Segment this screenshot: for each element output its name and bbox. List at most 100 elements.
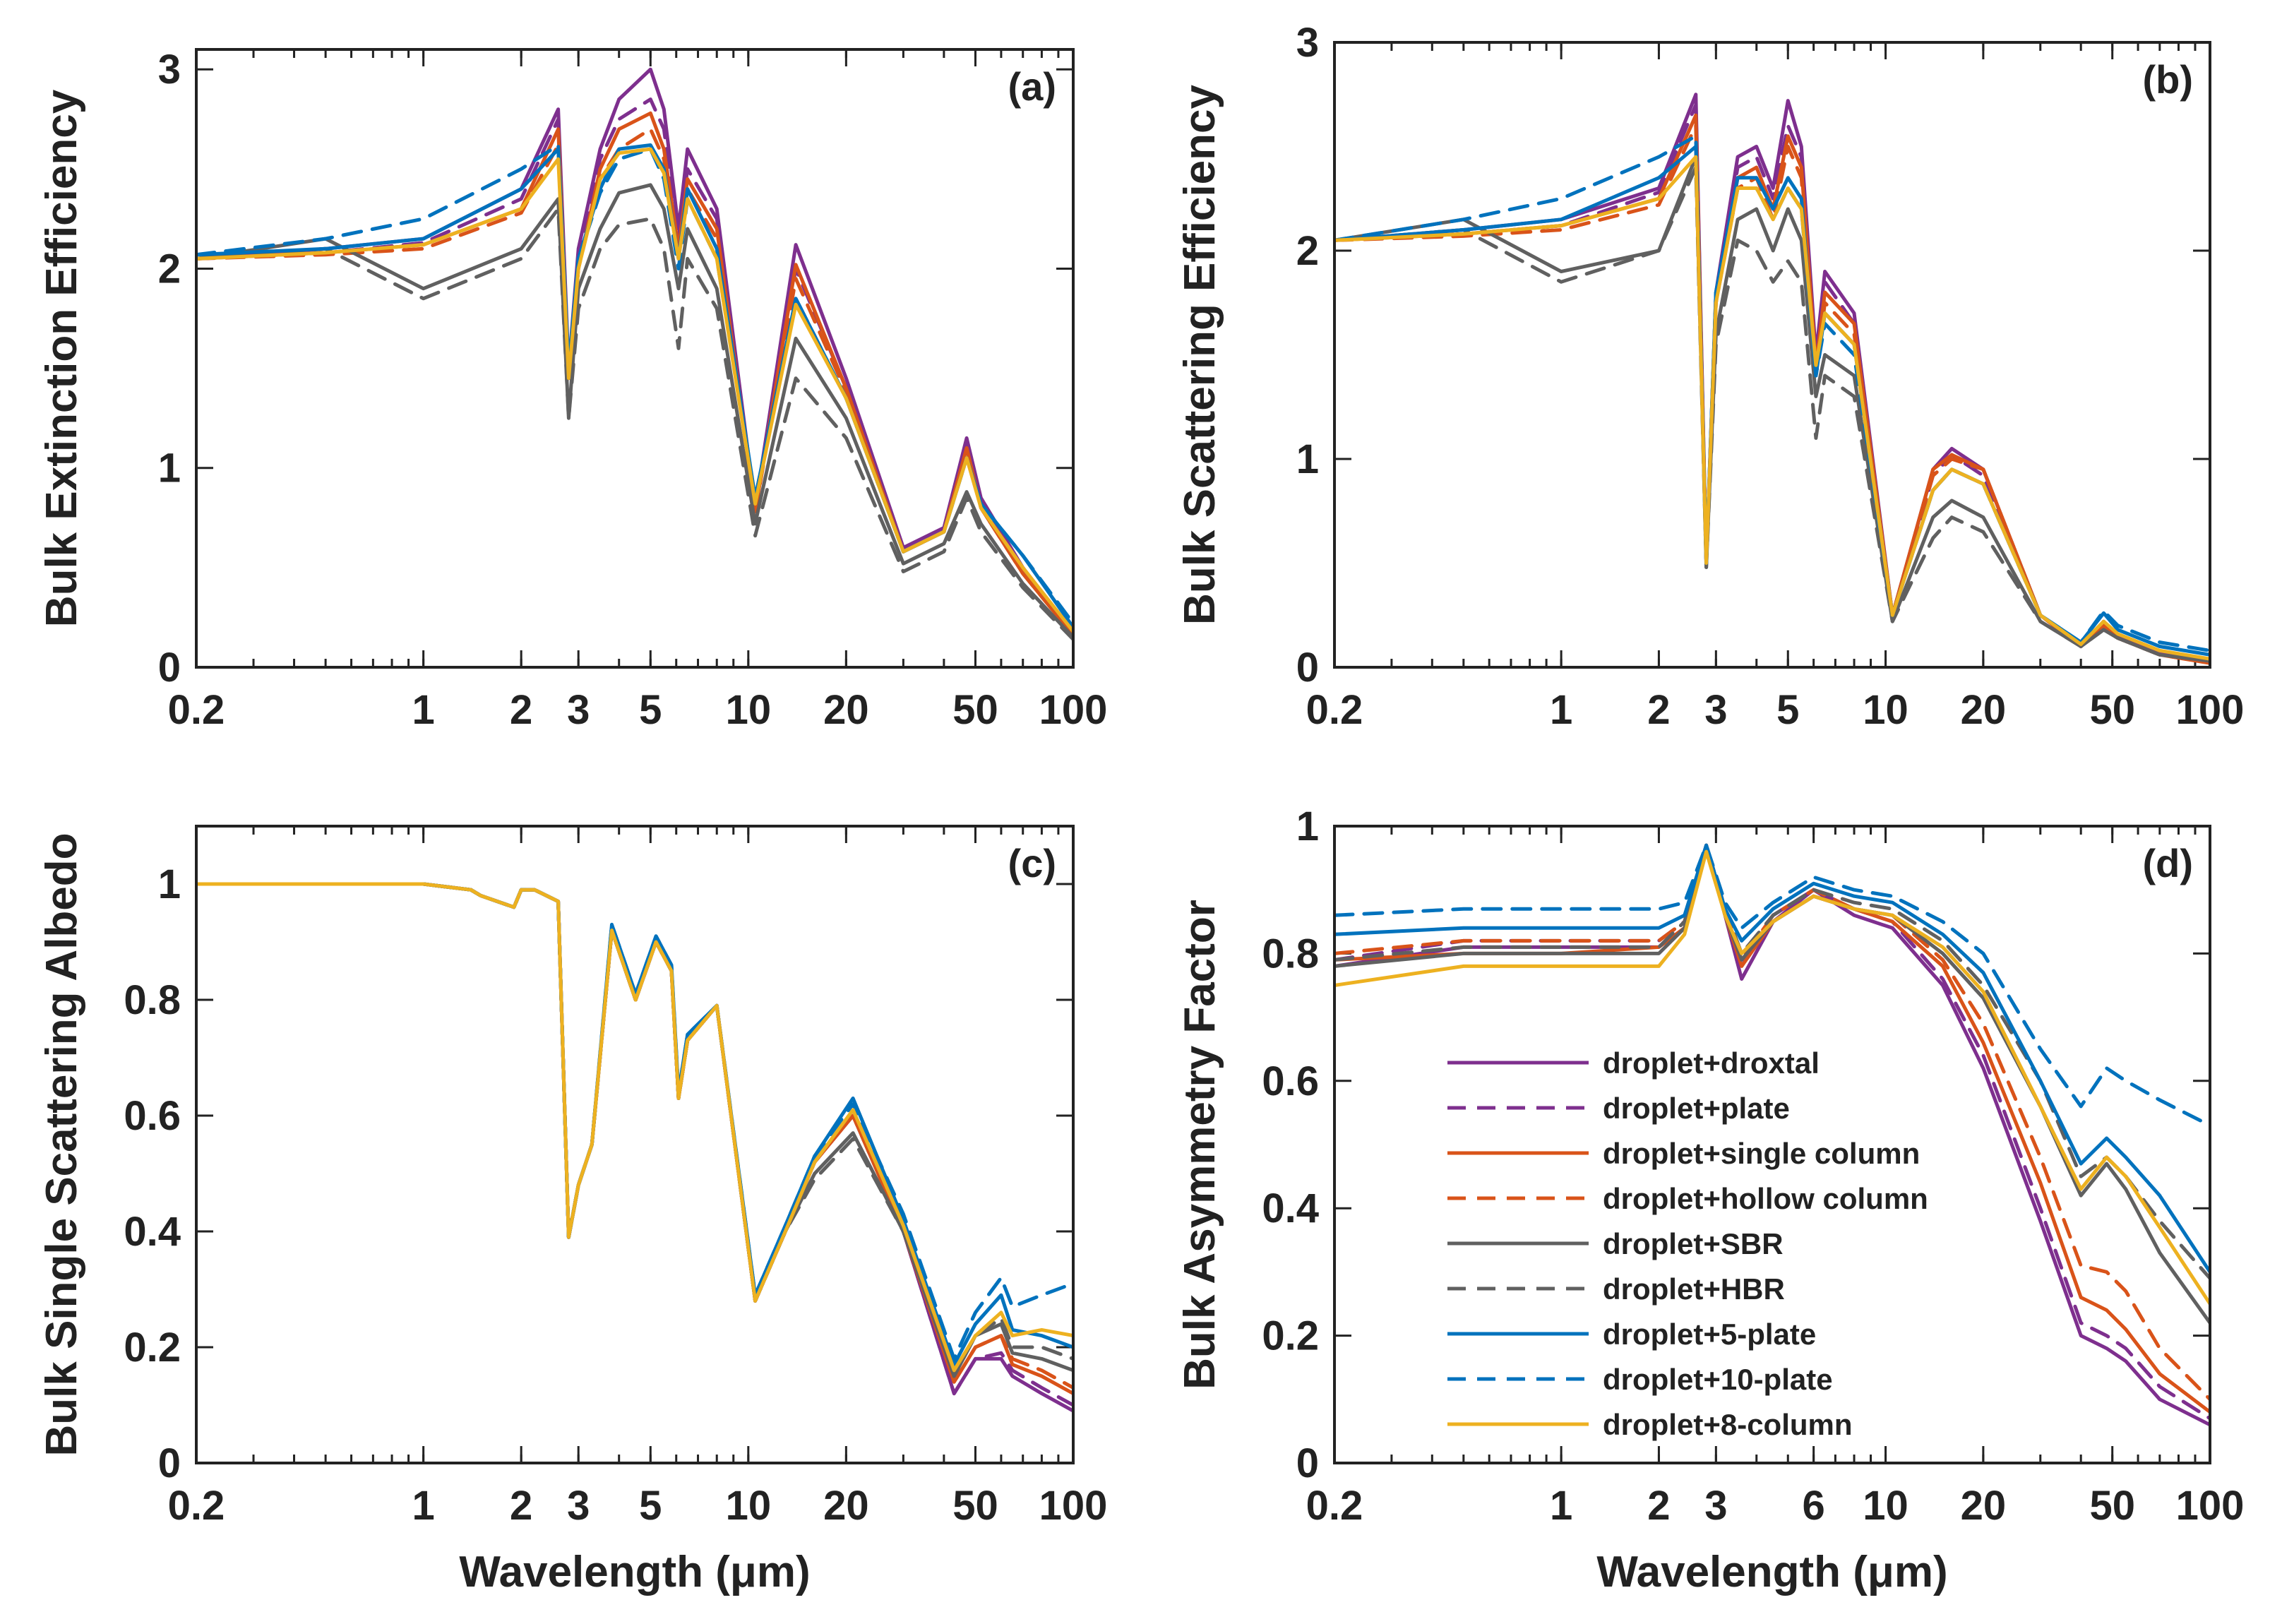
y-tick-label: 0.8 bbox=[1262, 931, 1319, 977]
panel-label: (b) bbox=[2142, 57, 2193, 102]
axes-box bbox=[1333, 825, 2211, 1464]
x-tick-label: 10 bbox=[1863, 687, 1908, 733]
series-line-droplet-hbr bbox=[196, 882, 1073, 1378]
series-line-droplet-sbr bbox=[196, 183, 1073, 640]
y-axis-label: Bulk Extinction Efficiency bbox=[37, 89, 86, 627]
x-tick-label: 50 bbox=[952, 687, 998, 733]
x-tick-label: 3 bbox=[567, 687, 590, 733]
y-tick-label: 0.2 bbox=[1262, 1313, 1319, 1359]
legend-label: droplet+droxtal bbox=[1603, 1046, 1820, 1080]
x-tick-label: 3 bbox=[567, 1483, 590, 1529]
axes-box bbox=[195, 48, 1075, 669]
x-tick-label: 10 bbox=[726, 687, 772, 733]
y-tick-label: 0.4 bbox=[124, 1209, 181, 1255]
series-line-droplet-8-column bbox=[1334, 849, 2210, 1306]
y-tick-label: 0.6 bbox=[124, 1093, 181, 1139]
x-tick-label: 50 bbox=[2089, 1483, 2135, 1529]
legend-item: droplet+hollow column bbox=[1447, 1182, 1928, 1215]
x-tick-label: 3 bbox=[1704, 687, 1727, 733]
x-tick-label: 0.2 bbox=[168, 687, 225, 733]
y-tick-label: 1 bbox=[158, 446, 181, 491]
legend-item: droplet+single column bbox=[1447, 1137, 1920, 1170]
panel-label: (d) bbox=[2142, 841, 2193, 885]
panel-label: (c) bbox=[1008, 841, 1056, 885]
series-line-droplet-5-plate bbox=[196, 882, 1073, 1367]
legend-label: droplet+hollow column bbox=[1603, 1182, 1928, 1215]
x-tick-label: 50 bbox=[952, 1483, 998, 1529]
series-line-droplet-8-column bbox=[196, 147, 1073, 633]
panel-label: (a) bbox=[1008, 64, 1056, 109]
series-line-droplet-single-column bbox=[196, 111, 1073, 638]
series-line-droplet-8-column bbox=[196, 882, 1073, 1373]
x-tick-label: 100 bbox=[2176, 687, 2245, 733]
x-tick-label: 100 bbox=[1039, 687, 1108, 733]
x-tick-label: 20 bbox=[823, 687, 869, 733]
axes-box bbox=[1333, 41, 2211, 669]
axes-box bbox=[195, 825, 1075, 1464]
x-tick-label: 10 bbox=[1863, 1483, 1908, 1529]
x-tick-label: 2 bbox=[510, 687, 532, 733]
y-axis-label: Bulk Scattering Efficiency bbox=[1176, 85, 1224, 625]
series-line-droplet-10-plate bbox=[1334, 843, 2210, 1128]
legend-item: droplet+10-plate bbox=[1447, 1363, 1833, 1396]
x-tick-label: 2 bbox=[510, 1483, 532, 1529]
legend-label: droplet+SBR bbox=[1603, 1227, 1784, 1260]
x-tick-label: 100 bbox=[1039, 1483, 1108, 1529]
x-tick-label: 5 bbox=[639, 1483, 662, 1529]
y-axis-label: Bulk Single Scattering Albedo bbox=[37, 832, 86, 1456]
series-line-droplet-10-plate bbox=[196, 882, 1073, 1361]
y-tick-label: 2 bbox=[1296, 228, 1319, 274]
series-line-droplet-hbr bbox=[196, 207, 1073, 641]
x-tick-label: 1 bbox=[412, 1483, 435, 1529]
x-tick-label: 6 bbox=[1803, 1483, 1825, 1529]
y-tick-label: 0 bbox=[158, 1440, 181, 1486]
x-tick-label: 1 bbox=[1550, 687, 1572, 733]
legend-item: droplet+8-column bbox=[1447, 1408, 1853, 1441]
y-tick-label: 3 bbox=[158, 47, 181, 92]
series-lines bbox=[196, 67, 1073, 641]
x-tick-label: 2 bbox=[1647, 687, 1670, 733]
x-tick-label: 10 bbox=[726, 1483, 772, 1529]
x-tick-label: 1 bbox=[412, 687, 435, 733]
legend-label: droplet+single column bbox=[1603, 1137, 1920, 1170]
series-line-droplet-hollow-column bbox=[196, 127, 1073, 638]
y-tick-label: 1 bbox=[158, 861, 181, 907]
legend-item: droplet+SBR bbox=[1447, 1227, 1784, 1260]
y-tick-label: 0.4 bbox=[1262, 1186, 1319, 1231]
series-lines bbox=[196, 882, 1073, 1413]
x-tick-label: 50 bbox=[2089, 687, 2135, 733]
x-tick-label: 20 bbox=[1961, 1483, 2007, 1529]
x-tick-label: 0.2 bbox=[1306, 687, 1363, 733]
x-tick-label: 0.2 bbox=[168, 1483, 225, 1529]
x-tick-label: 5 bbox=[639, 687, 662, 733]
y-tick-label: 0.2 bbox=[124, 1325, 181, 1371]
y-tick-label: 0 bbox=[1296, 645, 1319, 691]
series-lines bbox=[1334, 843, 2210, 1427]
series-line-droplet-hollow-column bbox=[196, 882, 1073, 1390]
series-line-droplet-5-plate bbox=[1334, 145, 2210, 657]
legend-item: droplet+HBR bbox=[1447, 1272, 1785, 1306]
series-line-droplet-droxtal bbox=[1334, 92, 2210, 665]
x-tick-label: 1 bbox=[1550, 1483, 1572, 1529]
y-tick-label: 0 bbox=[158, 645, 181, 691]
y-tick-label: 0.8 bbox=[124, 977, 181, 1023]
y-tick-label: 3 bbox=[1296, 20, 1319, 66]
legend-label: droplet+HBR bbox=[1603, 1272, 1785, 1306]
x-tick-label: 2 bbox=[1647, 1483, 1670, 1529]
legend-label: droplet+plate bbox=[1603, 1092, 1790, 1125]
series-line-droplet-hollow-column bbox=[1334, 843, 2210, 1402]
x-tick-label: 20 bbox=[1961, 687, 2007, 733]
legend-label: droplet+5-plate bbox=[1603, 1318, 1816, 1351]
x-tick-label: 5 bbox=[1776, 687, 1799, 733]
y-tick-label: 1 bbox=[1296, 436, 1319, 482]
legend-item: droplet+5-plate bbox=[1447, 1318, 1816, 1351]
legend-label: droplet+8-column bbox=[1603, 1408, 1853, 1441]
series-line-droplet-sbr bbox=[196, 882, 1073, 1378]
legend: droplet+droxtal droplet+plate droplet+sing… bbox=[1447, 1046, 1928, 1441]
y-tick-label: 0.6 bbox=[1262, 1058, 1319, 1104]
y-tick-label: 2 bbox=[158, 246, 181, 292]
